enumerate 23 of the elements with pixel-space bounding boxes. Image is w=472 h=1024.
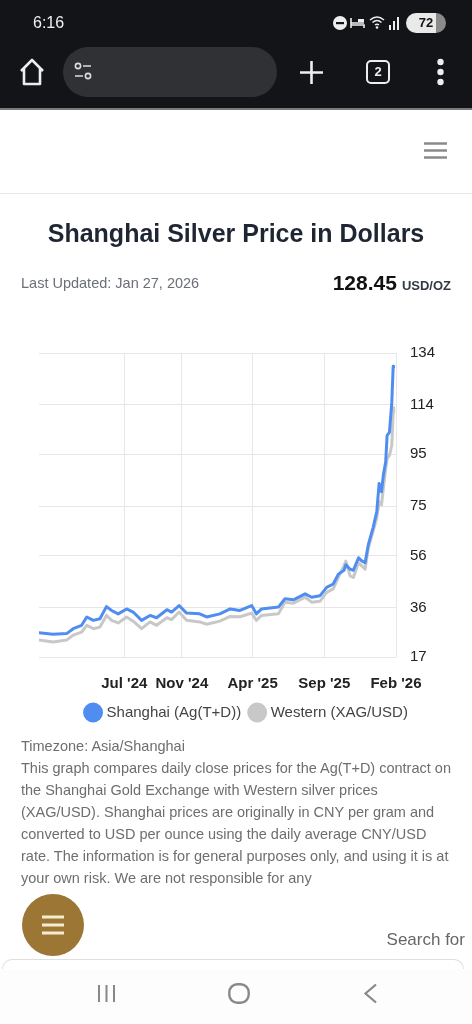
y-tick-label: 56 — [410, 545, 427, 563]
y-tick-label: 36 — [410, 597, 427, 615]
y-tick-label: 95 — [410, 444, 427, 462]
text: Search for — [386, 929, 465, 951]
y-tick-label: 75 — [410, 496, 427, 514]
y-tick-label: 17 — [410, 647, 427, 665]
text: Timezone: Asia/Shanghai — [21, 737, 186, 756]
x-tick-label: Jul '24 — [101, 674, 148, 692]
y-tick-label: 134 — [410, 343, 436, 361]
y-tick-label: 114 — [410, 395, 434, 413]
battery-icon: 72 — [406, 13, 446, 33]
text: This graph compares daily close prices for the Ag(T+D) contract on the Shanghai Gold Exchange with Western silver prices (XAG/USD). Shanghai prices are originally in CNY per gram and converted to USD per ounce using the daily average CNY/USD rate. The information is for general purposes only, and using it is at your own risk. We are not responsible for any — [21, 759, 452, 888]
legend-label: Western (XAG/USD) — [270, 702, 408, 720]
tabs-icon: 2 — [366, 60, 390, 84]
x-tick-label: Apr '25 — [227, 674, 278, 692]
text: 128.45 USD/OZ — [332, 271, 451, 294]
text: 6:16 — [33, 13, 65, 33]
chart-subtitle: Last Updated: Jan 27, 2026 — [21, 274, 200, 292]
x-tick-label: Sep '25 — [298, 674, 351, 692]
x-tick-label: Nov '24 — [155, 674, 209, 692]
chart-title: Shanghai Silver Price in Dollars — [46, 218, 426, 249]
legend-label: Shanghai (Ag(T+D)) — [106, 702, 242, 720]
x-tick-label: Feb '26 — [370, 674, 422, 692]
